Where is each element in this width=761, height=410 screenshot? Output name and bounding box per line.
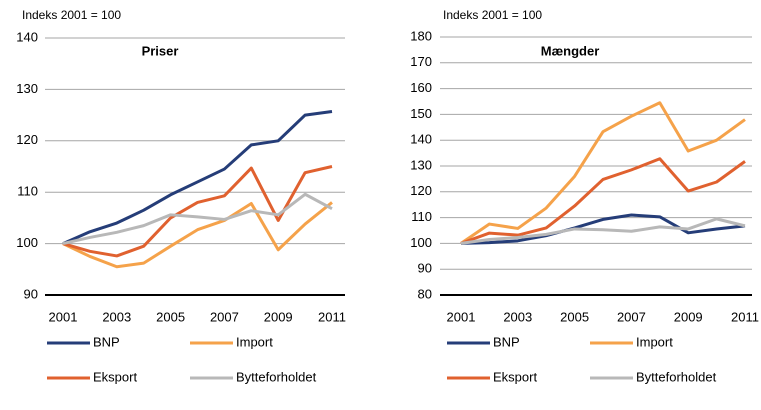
chart-title: Mængder xyxy=(541,43,600,58)
legend-label: Bytteforholdet xyxy=(236,369,317,384)
legend-label: Import xyxy=(636,334,673,349)
series-line xyxy=(460,213,746,245)
series-line xyxy=(62,165,333,258)
x-tick-label: 2001 xyxy=(49,309,78,324)
y-tick-label: 100 xyxy=(16,235,38,250)
y-tick-label: 120 xyxy=(410,183,432,198)
legend-label: Import xyxy=(236,334,273,349)
y-tick-label: 90 xyxy=(418,261,432,276)
x-tick-label: 2005 xyxy=(560,309,589,324)
y-tick-label: 130 xyxy=(16,81,38,96)
y-tick-label: 90 xyxy=(24,286,38,301)
y-tick-label: 130 xyxy=(410,157,432,172)
series-line xyxy=(62,201,333,269)
x-tick-label: 2009 xyxy=(674,309,703,324)
y-tick-label: 110 xyxy=(411,209,432,224)
y-tick-label: 80 xyxy=(418,286,432,301)
legend-label: Bytteforholdet xyxy=(636,369,717,384)
chart-title: Priser xyxy=(142,43,179,58)
series-line xyxy=(62,110,333,245)
x-tick-label: 2001 xyxy=(447,309,476,324)
x-tick-label: 2003 xyxy=(102,309,131,324)
legend-label: BNP xyxy=(93,334,120,349)
y-tick-label: 120 xyxy=(16,132,38,147)
legend-label: BNP xyxy=(493,334,520,349)
series-line xyxy=(460,101,746,245)
y-axis-label: Indeks 2001 = 100 xyxy=(22,8,121,22)
legend-label: Eksport xyxy=(93,369,137,384)
series-line xyxy=(460,217,746,245)
x-tick-label: 2011 xyxy=(318,309,346,324)
x-tick-label: 2011 xyxy=(731,309,759,324)
y-tick-label: 150 xyxy=(410,106,432,121)
series-line xyxy=(460,157,746,245)
y-tick-label: 170 xyxy=(410,54,432,69)
series-line xyxy=(62,192,333,246)
legend-label: Eksport xyxy=(493,369,537,384)
y-tick-label: 100 xyxy=(410,235,432,250)
x-tick-label: 2007 xyxy=(210,309,239,324)
y-tick-label: 140 xyxy=(16,29,38,44)
x-tick-label: 2009 xyxy=(264,309,293,324)
y-tick-label: 180 xyxy=(410,28,432,43)
y-tick-label: 110 xyxy=(17,184,38,199)
x-tick-label: 2005 xyxy=(156,309,185,324)
x-tick-label: 2007 xyxy=(617,309,646,324)
y-axis-label: Indeks 2001 = 100 xyxy=(443,8,542,22)
y-tick-label: 140 xyxy=(410,132,432,147)
x-tick-label: 2003 xyxy=(503,309,532,324)
y-tick-label: 160 xyxy=(410,80,432,95)
